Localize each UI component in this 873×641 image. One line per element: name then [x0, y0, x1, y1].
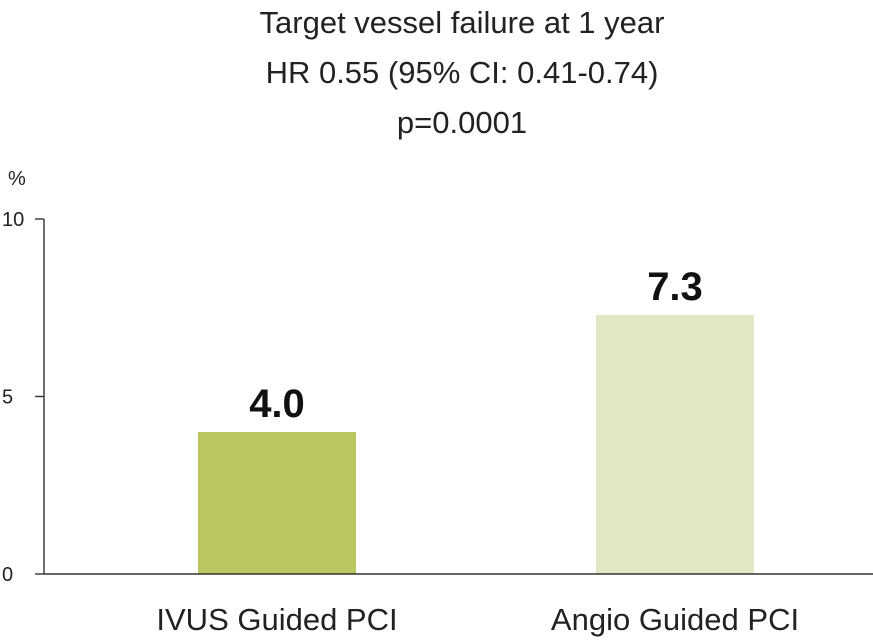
y-tick-label: 5 — [2, 387, 13, 409]
x-category-label: IVUS Guided PCI — [156, 602, 397, 637]
bar-angio-guided-pci — [596, 314, 754, 574]
y-tick-label: 10 — [2, 209, 24, 231]
bars — [198, 314, 754, 574]
bar-ivus-guided-pci — [198, 432, 356, 574]
x-category-label: Angio Guided PCI — [551, 602, 799, 637]
y-axis: 0 5 10 — [2, 209, 45, 586]
bar-value-label: 7.3 — [647, 265, 703, 309]
data-labels: 4.0 7.3 — [249, 265, 703, 426]
title-line-1: Target vessel failure at 1 year — [260, 5, 665, 40]
y-tick-label: 0 — [2, 564, 13, 586]
title-line-2: HR 0.55 (95% CI: 0.41-0.74) — [266, 55, 659, 90]
bar-value-label: 4.0 — [249, 382, 305, 426]
y-axis-unit-label: % — [8, 168, 26, 190]
title-line-3: p=0.0001 — [397, 105, 527, 140]
x-axis-category-labels: IVUS Guided PCI Angio Guided PCI — [156, 602, 799, 637]
chart-title: Target vessel failure at 1 year HR 0.55 … — [260, 5, 665, 140]
